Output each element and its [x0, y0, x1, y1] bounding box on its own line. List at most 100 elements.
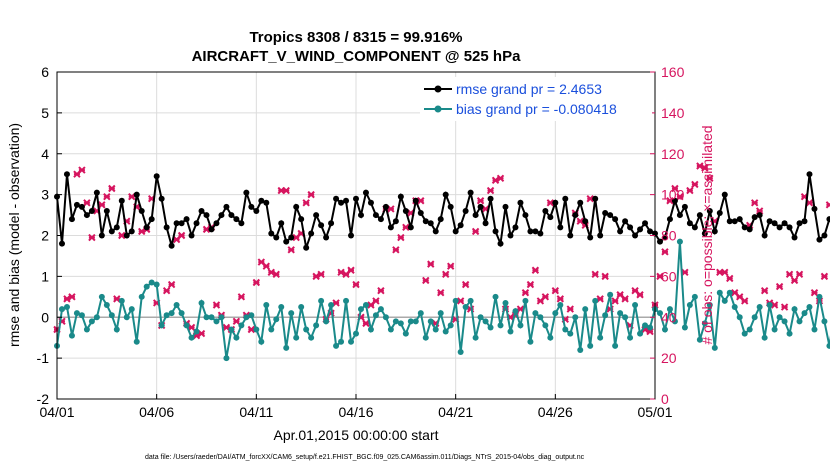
bias-point	[567, 330, 574, 337]
obs-count-point	[108, 184, 116, 193]
rmse-point	[502, 203, 509, 210]
bias-point	[93, 314, 100, 321]
obs-count-point	[795, 270, 804, 279]
rmse-point	[138, 207, 145, 214]
y-tick-label-left: 5	[41, 105, 49, 121]
rmse-point	[602, 210, 609, 217]
x-axis-label: Apr.01,2015 00:00:00 start	[273, 427, 438, 443]
obs-count-point	[103, 192, 111, 201]
rmse-point	[323, 234, 330, 241]
bias-point	[353, 330, 359, 337]
rmse-point	[557, 224, 564, 231]
y-tick-label-right: 0	[661, 391, 669, 407]
rmse-point	[796, 220, 803, 227]
y-tick-label-left: 3	[41, 187, 49, 203]
bias-point	[562, 326, 569, 333]
x-tick-label: 04/16	[338, 404, 373, 420]
rmse-point	[73, 201, 80, 208]
obs-count-point	[701, 164, 709, 172]
bias-point	[258, 338, 265, 345]
rmse-point	[318, 222, 325, 229]
obs-count-point	[556, 295, 565, 303]
rmse-point	[751, 214, 758, 221]
bias-point	[382, 314, 389, 321]
rmse-series	[54, 171, 830, 251]
rmse-point	[88, 207, 95, 214]
bias-point	[238, 322, 245, 329]
bias-point	[716, 289, 723, 296]
obs-count-point	[531, 266, 540, 274]
bias-point	[726, 289, 733, 296]
rmse-point	[592, 195, 599, 202]
rmse-point	[806, 171, 813, 178]
bias-series	[54, 238, 830, 362]
bias-point	[283, 344, 290, 351]
rmse-point	[632, 232, 639, 239]
rmse-point	[691, 224, 698, 231]
bias-point	[736, 314, 743, 321]
obs-count-point	[272, 270, 280, 279]
obs-count-point	[461, 280, 470, 289]
obs-count-point	[446, 262, 455, 270]
y-tick-label-right: 140	[661, 105, 685, 121]
bias-point	[477, 314, 484, 321]
bias-point	[298, 304, 305, 311]
rmse-point	[572, 212, 579, 219]
bias-point	[417, 310, 424, 317]
rmse-point	[617, 228, 624, 235]
bias-point	[756, 304, 763, 311]
chart-title-line2: AIRCRAFT_V_WIND_COMPONENT @ 525 hPa	[192, 48, 522, 65]
bias-point	[377, 306, 384, 313]
rmse-point	[93, 189, 100, 196]
bias-point	[592, 297, 599, 304]
rmse-point	[532, 228, 539, 235]
bias-point	[552, 310, 559, 317]
obs-count-point	[352, 280, 360, 289]
rmse-point	[258, 197, 265, 204]
bias-point	[422, 334, 429, 341]
bias-point	[791, 306, 798, 313]
bias-point	[63, 304, 70, 311]
rmse-point	[721, 191, 728, 198]
bias-point	[731, 304, 738, 311]
obs-count-point	[521, 289, 530, 297]
obs-count-point	[307, 190, 315, 199]
obs-count-point	[541, 293, 550, 301]
rmse-point	[353, 195, 359, 202]
bias-point	[163, 312, 170, 319]
rmse-point	[736, 216, 743, 223]
bias-point	[392, 318, 399, 325]
obs-count-point	[262, 262, 271, 270]
rmse-point	[477, 203, 484, 210]
rmse-point	[492, 228, 499, 235]
rmse-point	[218, 212, 225, 219]
bias-point	[482, 318, 489, 325]
rmse-point	[801, 218, 808, 225]
bias-point	[427, 318, 434, 325]
y-axis-label-left: rmse and bias (model - observation)	[6, 123, 22, 347]
rmse-point	[826, 216, 830, 223]
rmse-point	[113, 224, 120, 231]
rmse-point	[168, 242, 175, 249]
rmse-point	[422, 218, 429, 225]
rmse-point	[153, 173, 160, 180]
obs-count-point	[68, 293, 76, 301]
bias-point	[437, 310, 444, 317]
rmse-point	[123, 232, 130, 239]
rmse-point	[288, 234, 295, 241]
bias-point	[532, 310, 539, 317]
obs-count-point	[721, 268, 729, 276]
obs-count-point	[162, 286, 171, 295]
rmse-point	[527, 228, 534, 235]
bias-point	[582, 306, 589, 313]
rmse-point	[656, 238, 663, 245]
rmse-point	[507, 232, 514, 239]
obs-count-point	[437, 289, 445, 297]
bias-point	[816, 293, 823, 300]
y-tick-label-right: 100	[661, 187, 685, 203]
bias-point	[357, 306, 364, 313]
bias-point	[572, 314, 579, 321]
bias-point	[412, 318, 419, 325]
